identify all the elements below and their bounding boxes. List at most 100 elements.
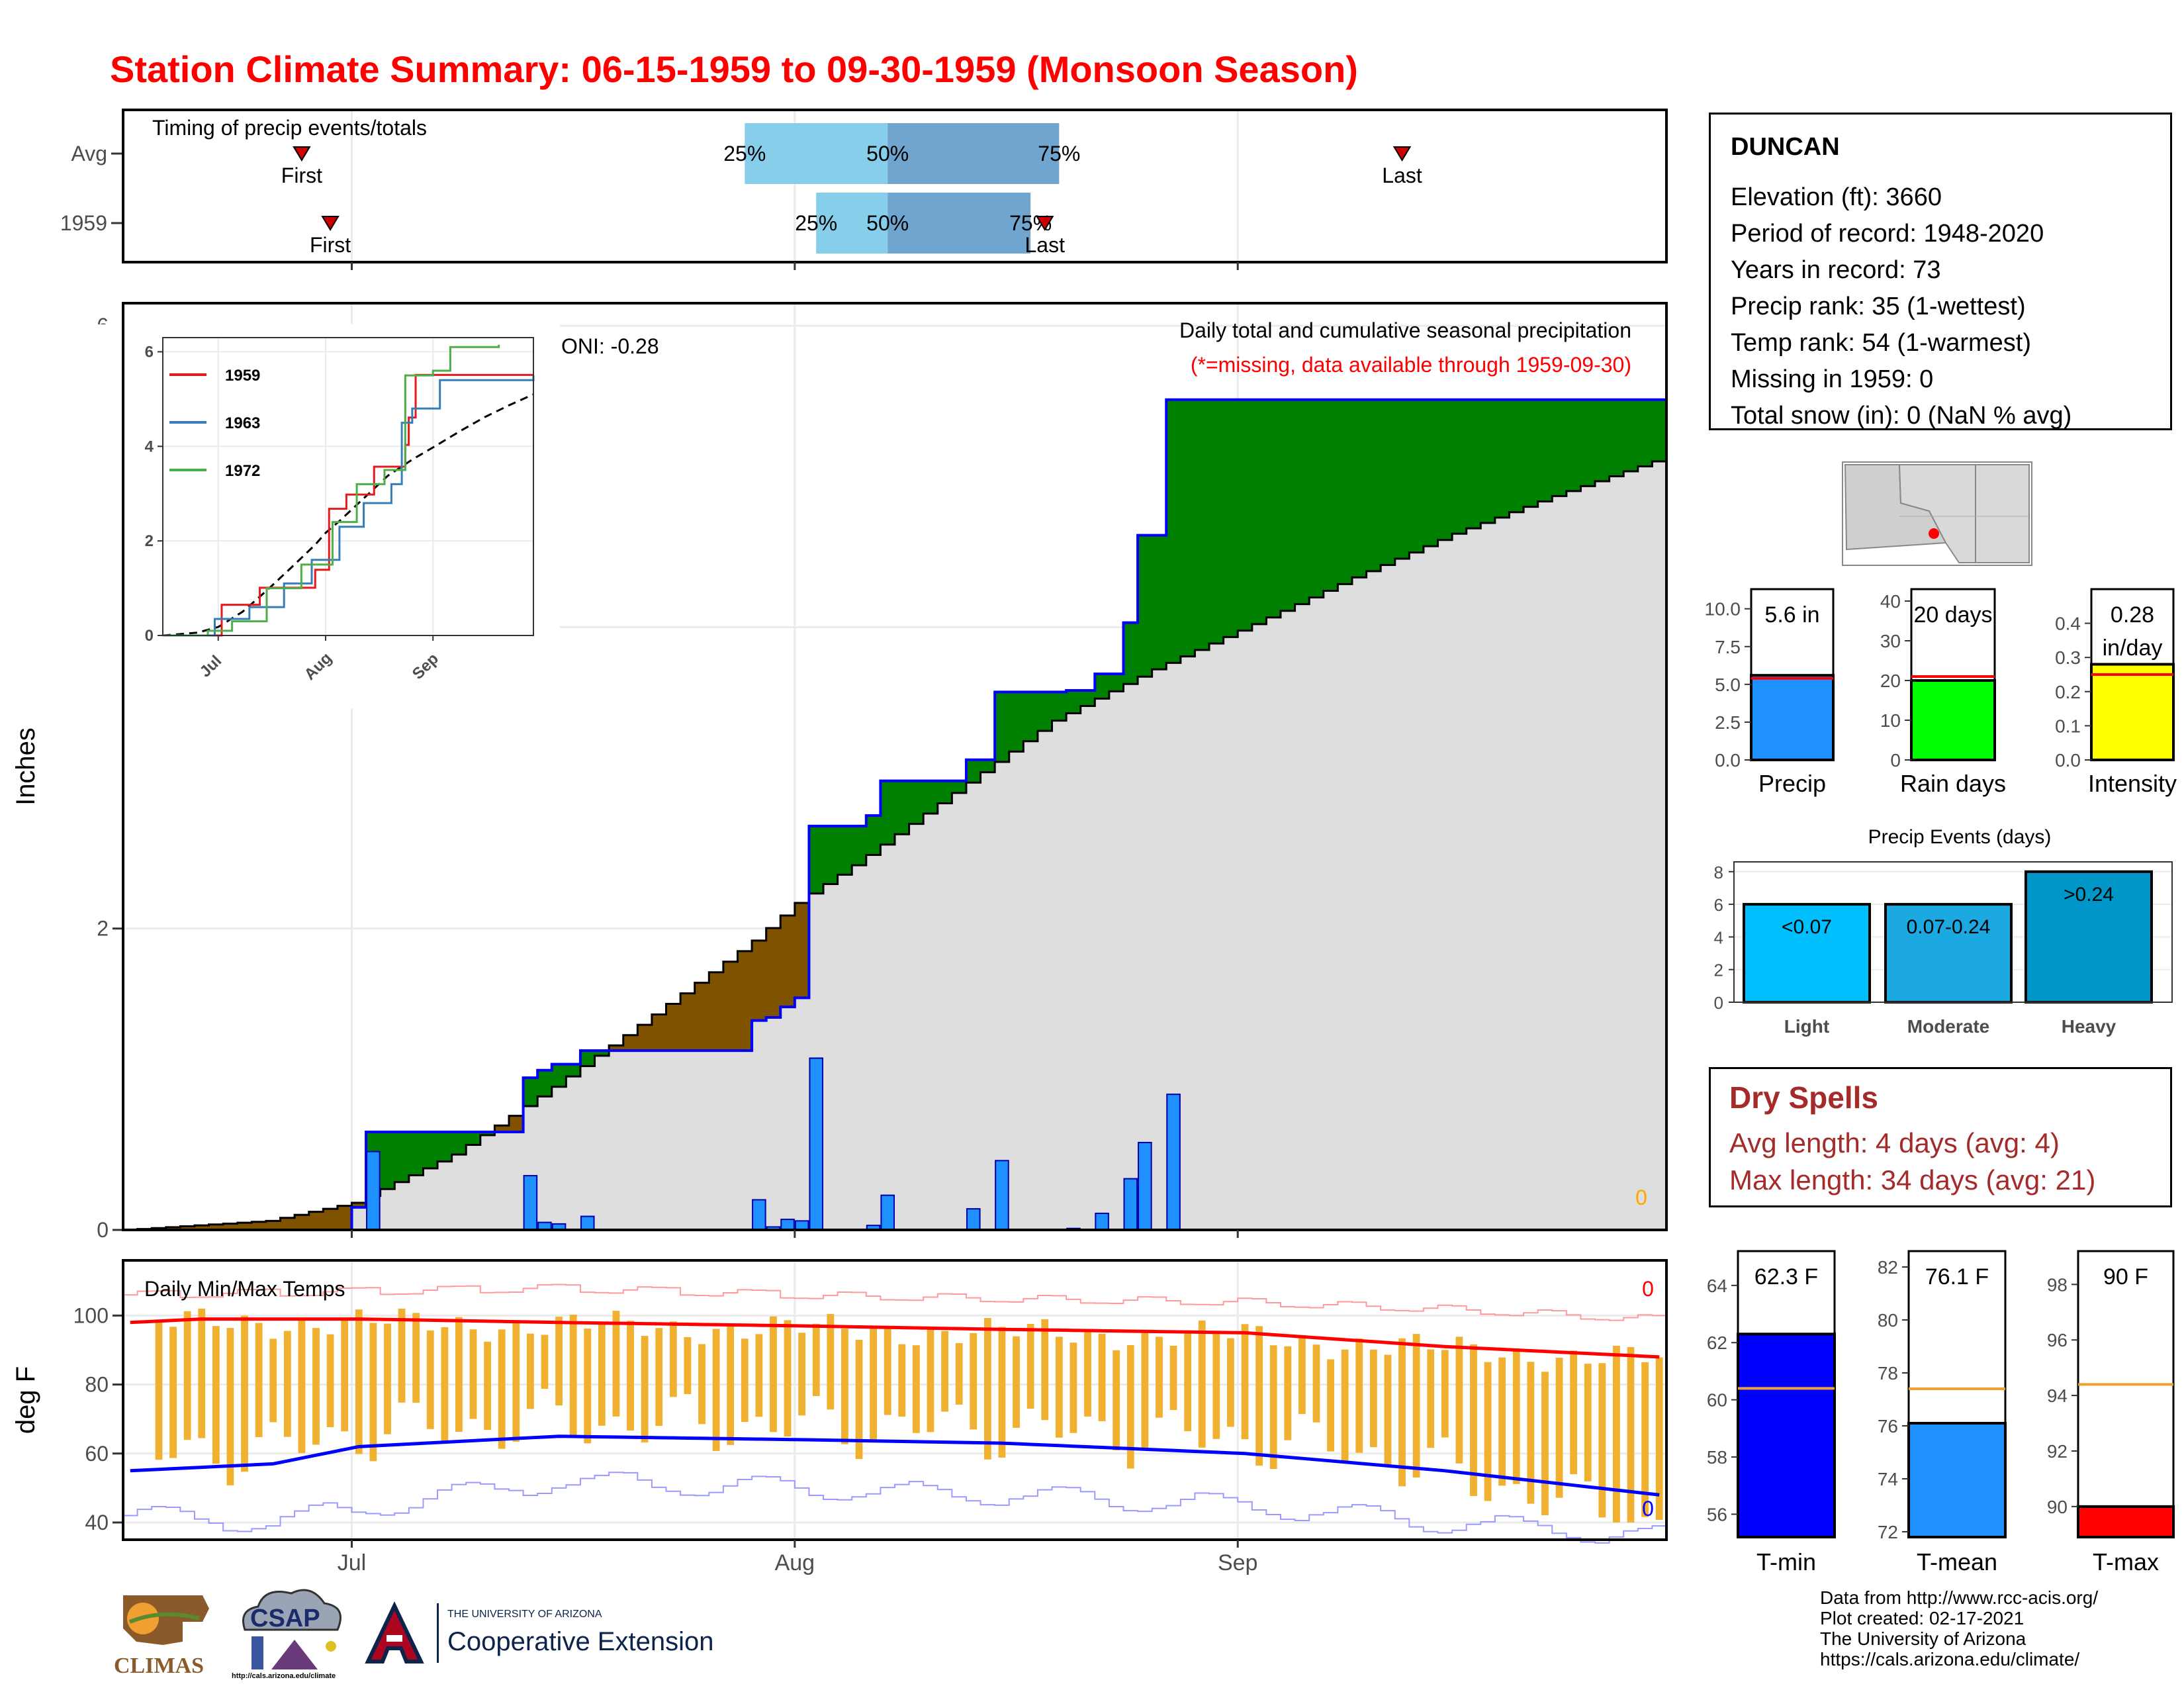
above-normal-area <box>1580 399 1596 487</box>
daily-temp-range-bar <box>169 1327 177 1458</box>
daily-temp-range-bar <box>269 1338 277 1423</box>
inset-ytick-label: 6 <box>145 343 154 361</box>
above-normal-area <box>380 1132 395 1190</box>
daily-temp-range-bar <box>255 1323 263 1437</box>
above-normal-area <box>1537 399 1553 502</box>
summary-panel-label: T-max <box>2093 1548 2159 1575</box>
daily-temp-range-bar <box>341 1317 349 1432</box>
summary-ytick-label: 64 <box>1707 1276 1727 1296</box>
station-temp-rank: Temp rank: 54 (1-warmest) <box>1731 329 2032 357</box>
above-normal-area <box>852 825 867 866</box>
above-normal-area <box>1109 674 1124 692</box>
precip-title: Daily total and cumulative seasonal prec… <box>1179 318 1631 342</box>
daily-temp-range-bar <box>1156 1336 1163 1418</box>
daily-temp-range-bar <box>1412 1334 1420 1478</box>
daily-temp-range-bar <box>912 1345 920 1433</box>
below-normal-area <box>223 1223 238 1230</box>
summary-ytick-label: 96 <box>2047 1330 2068 1350</box>
above-normal-area <box>1080 690 1095 706</box>
below-normal-area <box>265 1221 281 1230</box>
daily-precip-bar <box>1095 1212 1109 1231</box>
daily-temp-range-bar <box>1427 1349 1435 1448</box>
daily-temp-range-bar <box>569 1314 577 1436</box>
above-normal-area <box>394 1132 410 1182</box>
below-normal-area <box>323 1209 338 1230</box>
above-normal-area <box>1281 399 1296 611</box>
above-normal-area <box>1009 692 1024 752</box>
above-normal-area <box>823 825 839 884</box>
inset-legend-label: 1972 <box>225 462 260 480</box>
daily-temp-range-bar <box>855 1339 863 1460</box>
below-normal-area <box>494 1125 510 1133</box>
daily-temp-range-bar <box>727 1325 735 1445</box>
daily-temp-range-bar <box>1484 1362 1492 1501</box>
footer-line: Plot created: 02-17-2021 <box>1820 1608 2025 1628</box>
above-normal-area <box>551 1064 567 1087</box>
oni-label: ONI: -0.28 <box>561 334 659 358</box>
below-normal-area <box>666 1004 681 1051</box>
daily-temp-range-bar <box>1255 1326 1263 1466</box>
above-normal-area <box>1238 399 1253 631</box>
events-ytick-label: 4 <box>1714 927 1723 947</box>
daily-temp-range-bar <box>1498 1357 1506 1486</box>
daily-temp-range-bar <box>1269 1345 1277 1470</box>
daily-temp-range-bar <box>884 1327 891 1415</box>
summary-value-bar <box>1910 679 1996 761</box>
climas-logo-mark <box>123 1595 209 1645</box>
summary-ytick-label: 0.0 <box>1715 750 1741 771</box>
daily-temp-range-bar <box>1613 1345 1620 1523</box>
daily-temp-range-bar <box>955 1342 963 1405</box>
timing-first-marker <box>293 146 311 162</box>
summary-ytick-label: 0 <box>1890 750 1901 771</box>
timing-last-label: Last <box>1382 164 1422 187</box>
summary-ytick-label: 90 <box>2047 1497 2068 1517</box>
summary-value-bar <box>2090 663 2175 762</box>
daily-temp-range-bar <box>784 1320 792 1437</box>
above-normal-area <box>1266 399 1281 618</box>
precip-ylabel: Inches <box>11 727 40 806</box>
summary-ytick-label: 0.3 <box>2055 647 2081 668</box>
above-normal-area <box>1052 692 1067 721</box>
daily-precip-bar <box>780 1219 795 1231</box>
daily-temp-range-bar <box>641 1336 649 1442</box>
station-snow: Total snow (in): 0 (NaN % avg) <box>1731 402 2072 430</box>
temp-ytick-label: 40 <box>85 1511 109 1534</box>
daily-temp-range-bar <box>1141 1330 1149 1451</box>
below-normal-area <box>180 1226 195 1230</box>
above-normal-area <box>1524 399 1539 507</box>
summary-ytick-label: 0.4 <box>2055 614 2081 634</box>
daily-temp-range-bar <box>1284 1346 1292 1440</box>
daily-temp-range-bar <box>1113 1350 1120 1450</box>
timing-q25-label: 25% <box>723 142 766 165</box>
above-normal-area <box>1480 399 1496 524</box>
summary-panel-frame <box>2077 1250 2175 1538</box>
csap-url: http://cals.arizona.edu/climate <box>232 1672 336 1680</box>
daily-temp-range-bar <box>455 1317 463 1432</box>
events-panel-border <box>1733 861 2173 1003</box>
above-normal-area <box>1180 399 1196 657</box>
precip-subtitle: (*=missing, data available through 1959-… <box>1191 353 1631 377</box>
above-normal-area <box>466 1132 481 1145</box>
above-normal-area <box>580 1051 596 1066</box>
above-normal-area <box>1138 535 1153 677</box>
locator-map-state <box>1898 464 2030 563</box>
daily-temp-range-bar <box>755 1334 763 1417</box>
summary-ytick-label: 2.5 <box>1715 712 1741 733</box>
events-bar <box>1884 903 2013 1004</box>
below-normal-area <box>251 1221 267 1230</box>
daily-temp-range-bar <box>1598 1363 1606 1518</box>
events-bar <box>2025 870 2153 1004</box>
above-normal-area <box>952 780 967 793</box>
above-normal-area <box>1323 399 1338 591</box>
below-normal-area <box>280 1217 295 1230</box>
daily-temp-range-bar <box>898 1344 906 1417</box>
precip-ytick-label: 0 <box>97 1218 109 1242</box>
daily-temp-range-bar <box>1527 1362 1535 1504</box>
events-category-label: Light <box>1784 1016 1829 1037</box>
daily-precip-bar <box>1166 1094 1181 1231</box>
daily-temp-range-bar <box>1184 1331 1192 1432</box>
daily-temp-range-bar <box>555 1317 563 1406</box>
events-bar-label: 0.07-0.24 <box>1907 916 1991 938</box>
daily-precip-bar <box>794 1220 809 1231</box>
below-normal-area <box>694 982 709 1051</box>
